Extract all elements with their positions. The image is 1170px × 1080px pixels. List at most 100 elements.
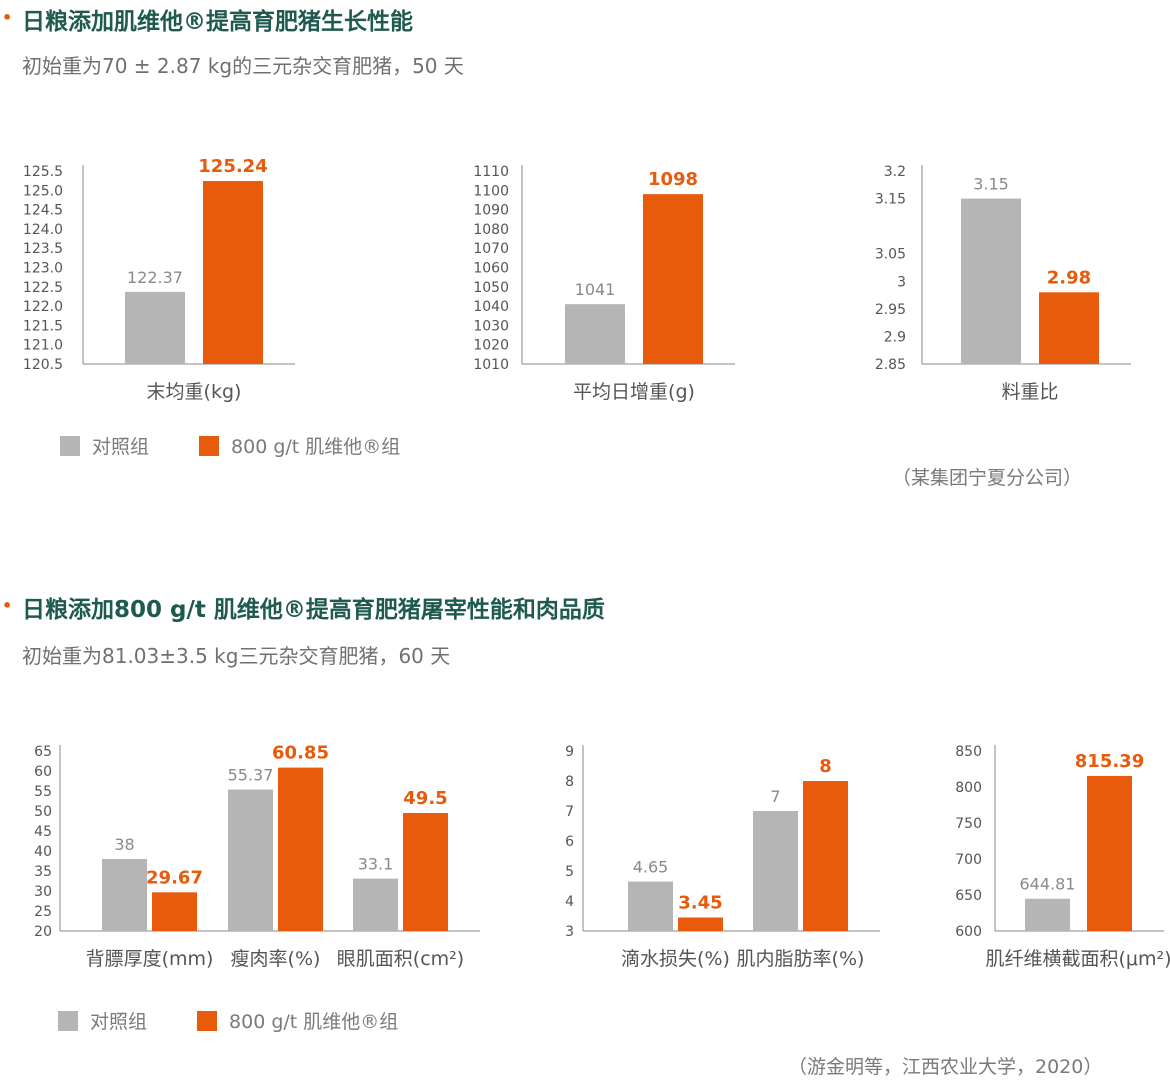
y-tick-label: 2.85 (875, 357, 906, 373)
bullet-icon: • (2, 8, 13, 27)
bullet-icon: • (2, 596, 13, 615)
legend-treatment: 800 g/t 肌维他®组 (199, 432, 400, 459)
y-tick-label: 35 (34, 864, 52, 880)
bar-treatment (1039, 292, 1099, 364)
y-tick-label: 8 (565, 774, 574, 790)
data-label-control: 1041 (575, 280, 616, 299)
data-label-treatment: 60.85 (272, 743, 329, 764)
data-label-control: 38 (114, 835, 134, 854)
y-tick-label: 1040 (473, 299, 509, 315)
bar-control (565, 304, 625, 364)
y-tick-label: 122.0 (23, 299, 63, 315)
y-tick-label: 65 (34, 744, 52, 760)
data-label-control: 4.65 (633, 858, 669, 877)
bar-control (353, 878, 398, 931)
y-tick-label: 1050 (473, 280, 509, 296)
legend-swatch-treatment (197, 1010, 218, 1031)
y-tick-label: 650 (955, 888, 982, 904)
bar-treatment (678, 917, 723, 931)
category-label: 肌纤维横截面积(μm²) (985, 948, 1170, 970)
bar-control (228, 789, 273, 931)
data-label-treatment: 3.45 (678, 893, 722, 914)
bar-control (1025, 898, 1070, 931)
data-label-control: 122.37 (127, 268, 183, 287)
y-tick-label: 1030 (473, 318, 509, 334)
bar-control (961, 198, 1021, 364)
data-label-control: 55.37 (228, 766, 274, 785)
category-label: 背膘厚度(mm) (86, 948, 214, 970)
section1-title-text: 日粮添加肌维他®提高育肥猪生长性能 (22, 9, 413, 35)
section2-source: （游金明等，江西农业大学，2020） (788, 1056, 1103, 1078)
y-tick-label: 3.05 (875, 247, 906, 263)
y-tick-label: 124.0 (23, 222, 63, 238)
y-tick-label: 122.5 (23, 280, 63, 296)
legend-treatment: 800 g/t 肌维他®组 (197, 1007, 398, 1034)
y-tick-label: 123.0 (23, 261, 63, 277)
y-tick-label: 850 (955, 744, 982, 760)
y-tick-label: 6 (565, 834, 574, 850)
data-label-treatment: 49.5 (403, 788, 447, 809)
data-label-treatment: 815.39 (1075, 751, 1144, 772)
bar-control (753, 811, 798, 931)
y-tick-label: 1100 (473, 183, 509, 199)
y-tick-label: 124.5 (23, 203, 63, 219)
category-label: 末均重(kg) (147, 381, 242, 403)
y-tick-label: 7 (565, 804, 574, 820)
y-tick-label: 1110 (473, 164, 509, 180)
category-label: 料重比 (1001, 381, 1058, 403)
y-tick-label: 800 (955, 780, 982, 796)
bar-treatment (803, 781, 848, 931)
category-label: 平均日增重(g) (573, 381, 695, 403)
section1-title: • 日粮添加肌维他®提高育肥猪生长性能 (2, 2, 413, 36)
y-tick-label: 2.9 (884, 329, 906, 345)
y-tick-label: 4 (565, 894, 574, 910)
y-tick-label: 20 (34, 924, 52, 940)
y-tick-label: 5 (565, 864, 574, 880)
bar-control (628, 881, 673, 931)
legend-label-treatment: 800 g/t 肌维他®组 (229, 1011, 399, 1033)
y-tick-label: 125.5 (23, 164, 63, 180)
y-tick-label: 121.5 (23, 318, 63, 334)
y-tick-label: 25 (34, 904, 52, 920)
section1-legend: 对照组 800 g/t 肌维他®组 (60, 432, 400, 459)
y-tick-label: 45 (34, 824, 52, 840)
y-tick-label: 123.5 (23, 241, 63, 257)
category-label: 滴水损失(%) (621, 948, 730, 970)
category-label: 瘦肉率(%) (231, 948, 321, 970)
bar-treatment (403, 813, 448, 931)
y-tick-label: 1010 (473, 357, 509, 373)
bar-treatment (203, 181, 263, 364)
data-label-treatment: 29.67 (146, 867, 203, 888)
y-tick-label: 600 (955, 924, 982, 940)
y-tick-label: 125.0 (23, 183, 63, 199)
y-tick-label: 60 (34, 764, 52, 780)
y-tick-label: 3 (565, 924, 574, 940)
y-tick-label: 1070 (473, 241, 509, 257)
y-tick-label: 3.2 (884, 164, 906, 180)
bar-treatment (643, 194, 703, 364)
category-label: 肌内脂肪率(%) (737, 948, 865, 970)
legend-label-control: 对照组 (90, 1011, 148, 1033)
bar-control (125, 291, 185, 364)
y-tick-label: 2.95 (875, 302, 906, 318)
section2-subtitle: 初始重为81.03±3.5 kg三元杂交育肥猪，60 天 (22, 644, 451, 668)
legend-label-treatment: 800 g/t 肌维他®组 (231, 436, 401, 458)
data-label-treatment: 2.98 (1047, 267, 1091, 288)
legend-swatch-control (60, 435, 80, 456)
y-tick-label: 120.5 (23, 357, 63, 373)
data-label-control: 3.15 (973, 175, 1009, 194)
category-label: 眼肌面积(cm²) (337, 948, 464, 970)
y-tick-label: 40 (34, 844, 52, 860)
legend-control: 对照组 (58, 1007, 147, 1034)
bar-treatment (278, 767, 323, 931)
y-tick-label: 3 (897, 274, 906, 290)
y-tick-label: 1020 (473, 338, 509, 354)
bar-treatment (1087, 775, 1132, 931)
data-label-treatment: 8 (819, 756, 832, 777)
legend-label-control: 对照组 (92, 436, 150, 458)
data-label-control: 7 (770, 787, 780, 806)
y-tick-label: 1090 (473, 203, 509, 219)
y-tick-label: 50 (34, 804, 52, 820)
bar-control (102, 859, 147, 931)
